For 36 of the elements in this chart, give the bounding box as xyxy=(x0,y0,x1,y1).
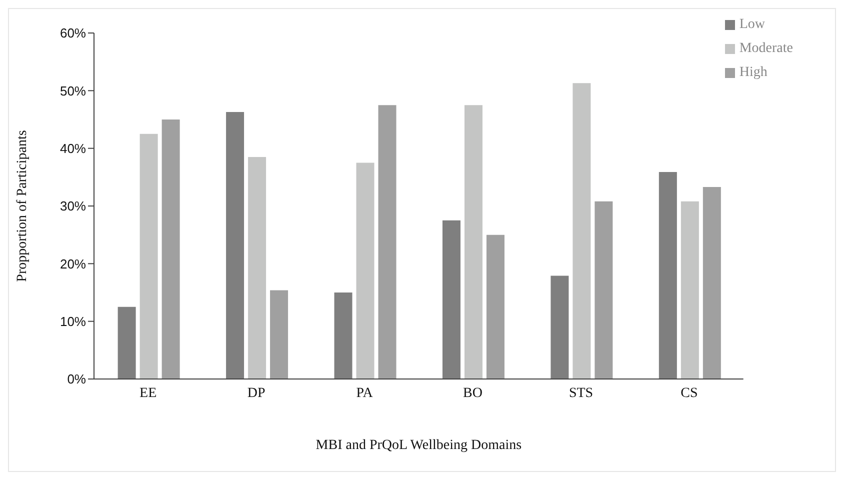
bar xyxy=(334,292,352,379)
bar xyxy=(594,201,613,379)
bar xyxy=(162,120,180,379)
x-tick-label: DP xyxy=(247,386,266,401)
y-tick-label: 50% xyxy=(60,83,86,98)
x-axis-title: MBI and PrQoL Wellbeing Domains xyxy=(316,438,522,453)
y-tick-label: 40% xyxy=(60,140,86,156)
legend-label: High xyxy=(739,65,768,80)
y-axis-title: Propportion of Participants xyxy=(14,130,30,282)
x-tick-label: CS xyxy=(680,386,698,401)
y-tick-label: 20% xyxy=(60,256,86,272)
x-tick-label: PA xyxy=(356,386,374,401)
legend-label: Low xyxy=(739,17,766,32)
bar xyxy=(140,134,158,379)
y-tick-label: 60% xyxy=(60,26,86,41)
bar xyxy=(550,276,569,379)
y-tick-label: 0% xyxy=(67,372,86,387)
x-tick-label: STS xyxy=(568,386,594,401)
bar xyxy=(356,162,374,379)
legend-label: Moderate xyxy=(739,41,793,56)
bar xyxy=(442,220,460,379)
y-tick-label: 30% xyxy=(60,198,86,214)
bar xyxy=(118,306,136,379)
x-tick-label: BO xyxy=(463,386,483,401)
bar xyxy=(680,201,699,379)
bar xyxy=(270,290,288,379)
bar xyxy=(248,156,266,379)
bar xyxy=(572,83,591,379)
bar xyxy=(702,186,721,379)
y-tick-label: 10% xyxy=(60,314,86,329)
bar xyxy=(486,234,504,379)
bar xyxy=(226,112,244,379)
bar xyxy=(378,105,396,379)
x-tick-label: EE xyxy=(140,386,157,401)
bar xyxy=(658,172,677,379)
bar xyxy=(464,105,482,379)
